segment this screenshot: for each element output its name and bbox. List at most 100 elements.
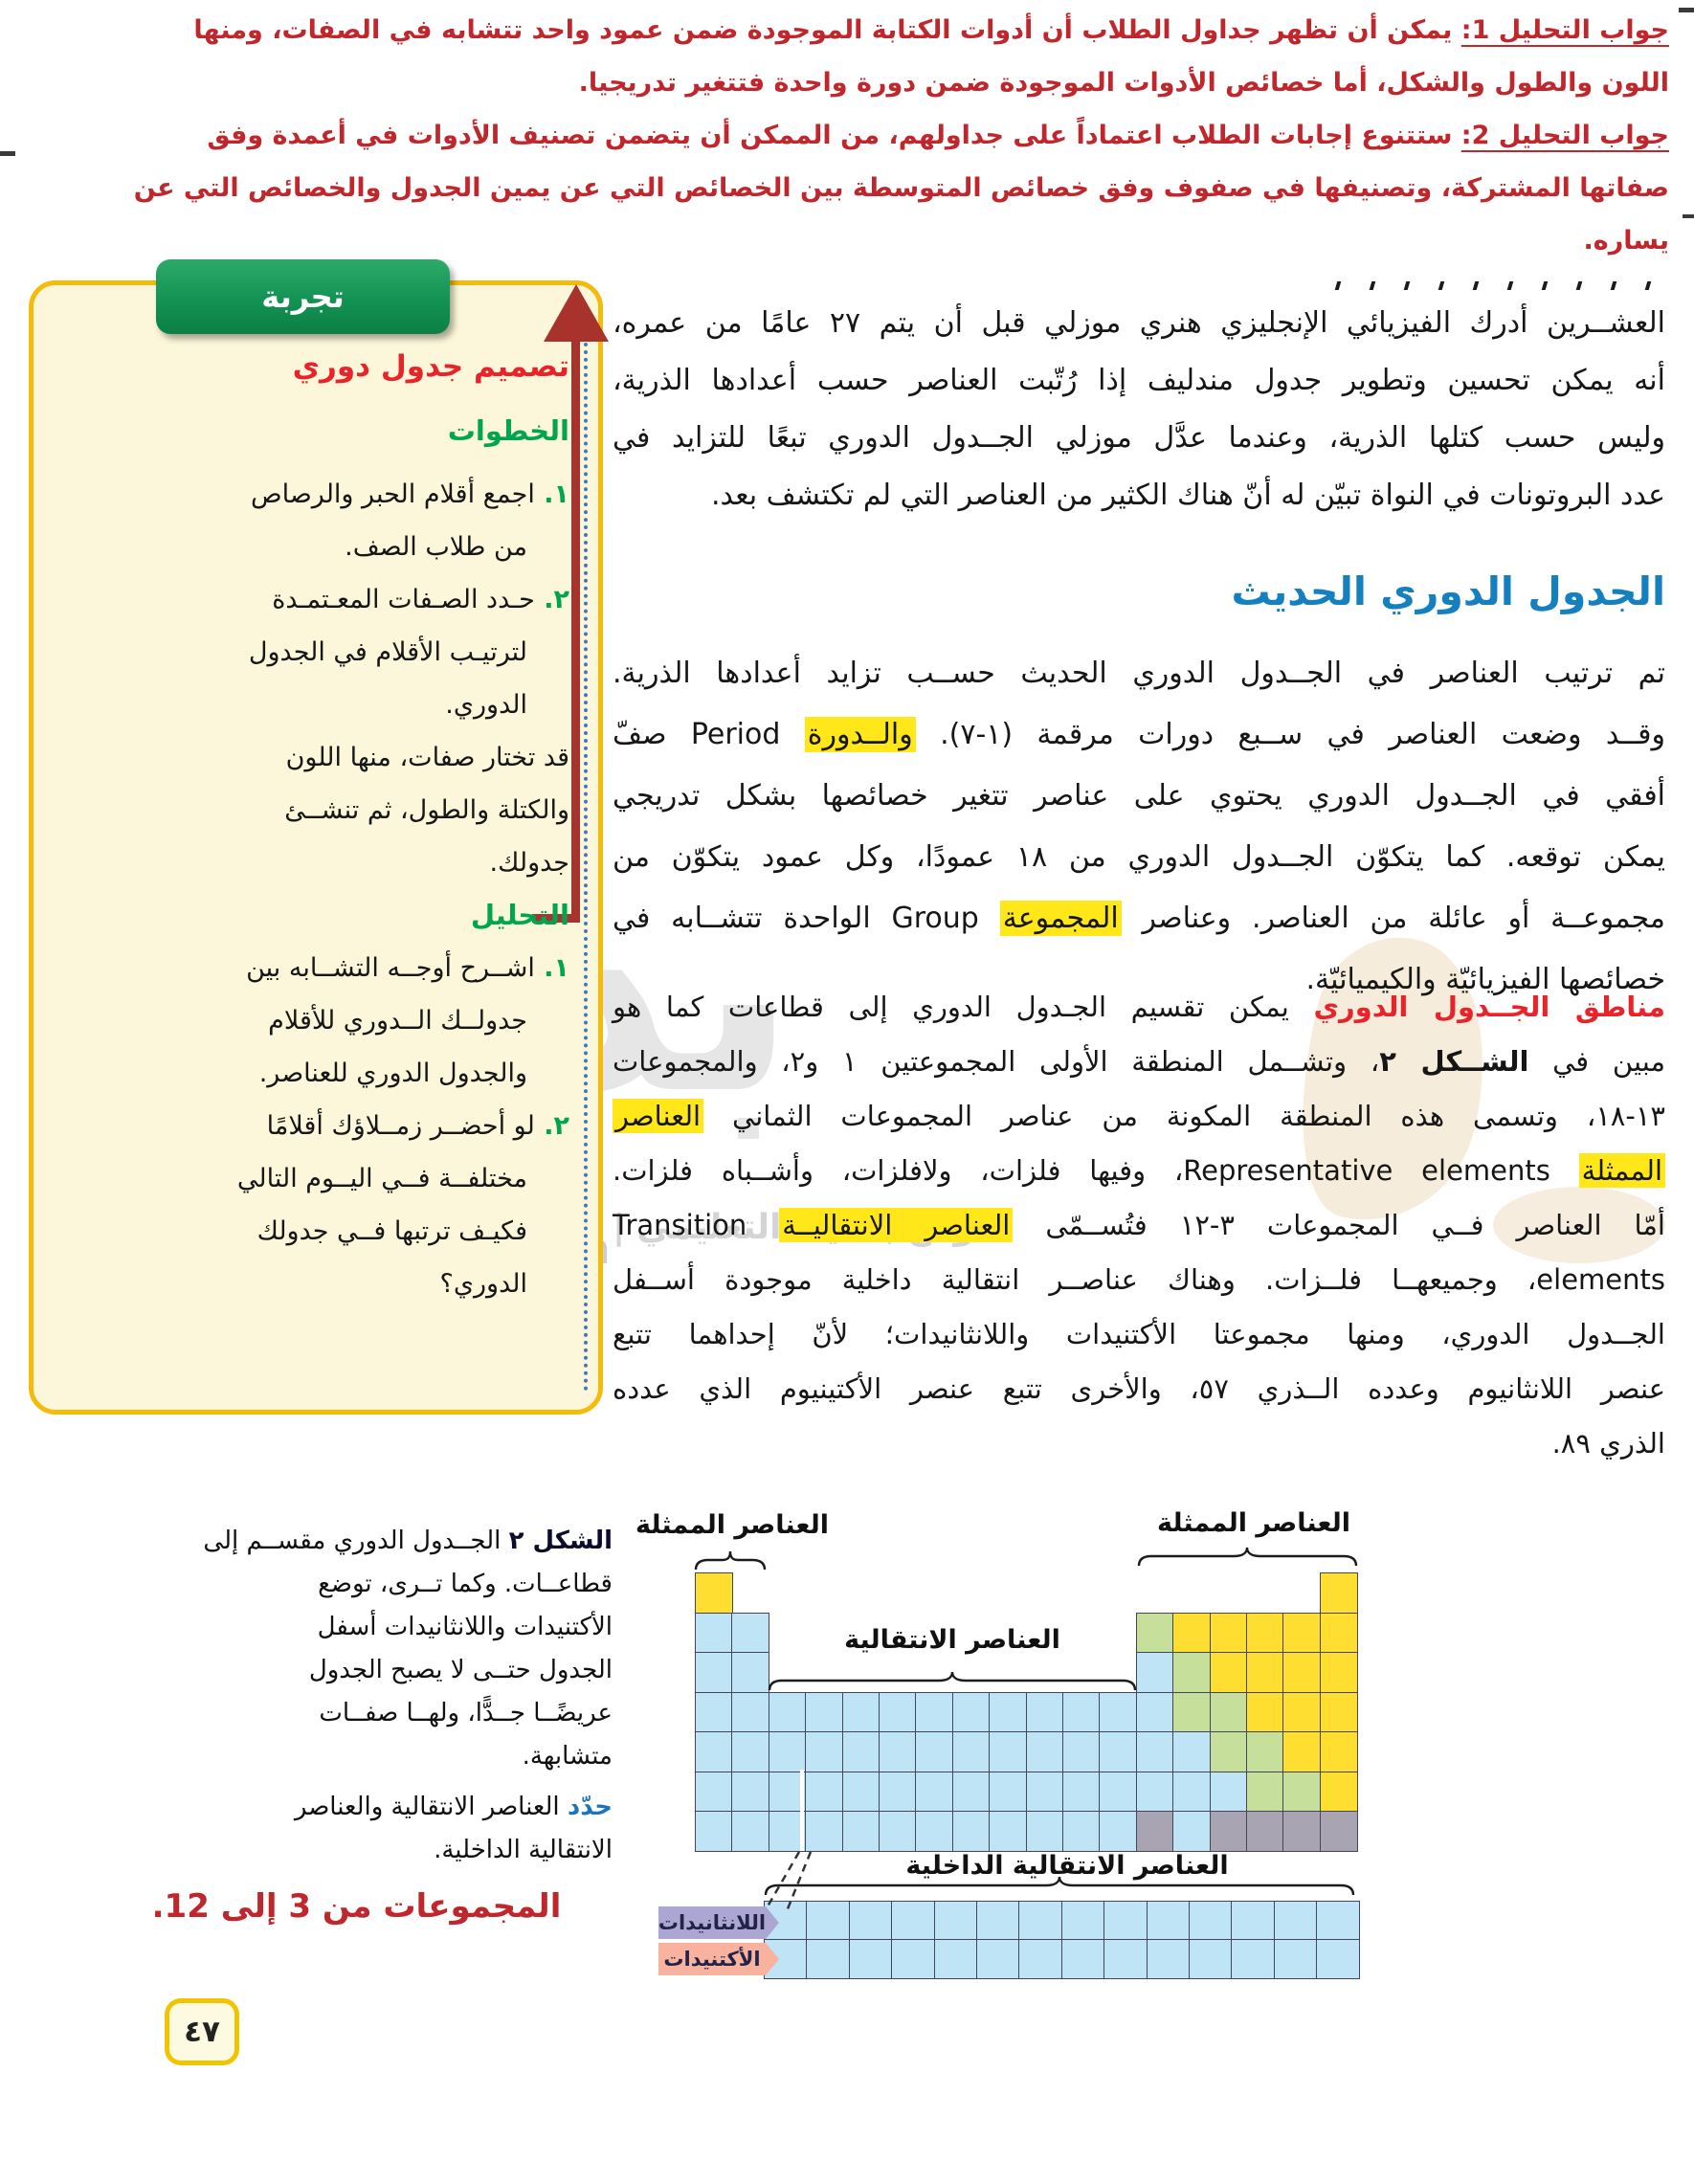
- text-line: الجــدول الدوري، ومنها مجموعتا الأكتنيدا…: [613, 1318, 1665, 1350]
- steps-heading: الخطوات: [447, 414, 569, 447]
- element-cell: [879, 1811, 917, 1853]
- element-cell: [891, 1901, 936, 1941]
- element-cell: [1099, 1731, 1138, 1773]
- text-line: يمكن توقعه. كما يتكوّن الجــدول الدوري م…: [613, 840, 1666, 874]
- lanthanides-ribbon: اللانثانيدات: [658, 1906, 779, 1939]
- figure-caption: الشكل ٢ الجــدول الدوري مقســم إلى قطاعـ…: [100, 1520, 613, 1928]
- element-cell: [1172, 1691, 1212, 1733]
- text-line: خصائصها الفيزيائيّة والكيميائيّة.: [1305, 963, 1665, 996]
- text-line: قطاعــات. وكما تــرى، توضع: [318, 1570, 613, 1598]
- text-line: الذري ٨٩.: [1551, 1427, 1665, 1460]
- text-line: مبين في الشــكل ٢، وتشــمل المنطقة الأول…: [613, 1045, 1666, 1078]
- red-arrow-icon: [544, 284, 609, 342]
- text-line: تم ترتيب العناصر في الجــدول الدوري الحد…: [613, 657, 1665, 690]
- element-cell: [768, 1731, 807, 1773]
- analysis-heading: التحليل: [470, 899, 569, 931]
- element-cell: [806, 1939, 851, 1979]
- list-item: ٢. لو أحضــر زمــلاؤك أقلامًا مختلفــة فـ…: [236, 1111, 569, 1299]
- element-cell: [848, 1939, 893, 1979]
- element-cell: [1282, 1691, 1322, 1733]
- column-divider-dotted: [584, 343, 588, 1392]
- element-cell: [731, 1652, 770, 1694]
- element-cell: [1135, 1612, 1174, 1654]
- element-cell: [951, 1811, 991, 1853]
- caption-body: قطاعــات. وكما تــرى، توضع الأكتنيدات وال…: [100, 1563, 613, 1778]
- element-cell: [841, 1731, 880, 1773]
- element-cell: [841, 1771, 880, 1813]
- element-cell: [951, 1731, 991, 1773]
- figure-label-transition: العناصر الانتقالية: [844, 1625, 1060, 1655]
- element-cell: [1062, 1731, 1101, 1773]
- element-cell: [841, 1811, 880, 1853]
- experiment-body: ١. اجمع أقلام الحبر والرصاص من طلاب الصف.…: [57, 468, 569, 1310]
- element-cell: [1231, 1939, 1276, 1979]
- text-line: العشــرين أدرك الفيزيائي الإنجليزي هنري …: [613, 306, 1665, 340]
- element-cell: [1025, 1731, 1064, 1773]
- element-cell: [805, 1691, 844, 1733]
- element-cell: [915, 1731, 954, 1773]
- experiment-box: [29, 280, 603, 1415]
- element-cell: [1189, 1901, 1233, 1941]
- element-cell: [1319, 1811, 1358, 1853]
- text-line: مناطق الجــدول الدوري يمكن تقسيم الجـدول…: [613, 991, 1665, 1023]
- caption-task: حدّد العناصر الانتقالية والعناصر: [294, 1793, 613, 1821]
- element-cell: [1209, 1811, 1248, 1853]
- figure-label-representative-right: العناصر الممثلة: [1156, 1508, 1351, 1538]
- element-cell: [731, 1811, 770, 1853]
- element-cell: [805, 1811, 844, 1853]
- steps-note: قد تختار صفات، منها اللون والكتلة والطول،…: [57, 731, 569, 889]
- text-line: الأكتنيدات واللانثانيدات أسفل: [317, 1613, 613, 1641]
- watermark-pen-shape: [1493, 1187, 1665, 1263]
- element-cell: [1060, 1939, 1105, 1979]
- element-cell: [1062, 1811, 1101, 1853]
- text-line: قد تختار صفات، منها اللون: [285, 743, 569, 772]
- element-cell: [879, 1691, 917, 1733]
- text-line: متشابهة.: [522, 1742, 613, 1771]
- element-cell: [1316, 1939, 1361, 1979]
- element-cell: [1172, 1612, 1212, 1654]
- lanthanide-gap-marker: [800, 1770, 804, 1851]
- element-cell: [933, 1939, 978, 1979]
- analysis-answer-1-line-2: اللون والطول والشكل، أما خصائص الأدوات ا…: [578, 68, 1669, 98]
- text-line: عدد البروتونات في النواة تبيّن له أنّ هن…: [710, 479, 1665, 512]
- element-cell: [695, 1731, 733, 1773]
- element-cell: [841, 1691, 880, 1733]
- crop-mark: [0, 151, 15, 156]
- element-cell: [848, 1901, 893, 1941]
- page-number-badge: ٤٧: [165, 1998, 239, 2065]
- text-line: الجدول حتــى لا يصبح الجدول: [308, 1656, 613, 1684]
- analysis-list: ١. اشــرح أوجــه التشــابه بين جدولــك ال…: [57, 942, 569, 1310]
- figure-braces: [694, 1547, 1358, 1912]
- element-cell: [1099, 1771, 1138, 1813]
- element-cell: [1062, 1771, 1101, 1813]
- element-cell: [695, 1811, 733, 1853]
- element-cell: [976, 1939, 1020, 1979]
- text-line: الممثلة Representative elements، وفيها ف…: [613, 1144, 1665, 1198]
- intro-paragraph: العشــرين أدرك الفيزيائي الإنجليزي هنري …: [613, 295, 1665, 524]
- text-line: وليس حسب كتلها الذرية، وعندما عدَّل موزل…: [613, 421, 1665, 455]
- element-cell: [695, 1652, 733, 1694]
- crop-mark: [1683, 214, 1694, 218]
- element-cell: [731, 1612, 770, 1654]
- element-cell: [1018, 1939, 1063, 1979]
- list-item: ٢. حـدد الصـفات المعـتمـدة لترتيـب الأقلا…: [248, 585, 569, 720]
- text-line: عريضًــا جــدًّا، ولهــا صفــات: [319, 1699, 613, 1727]
- element-cell: [1319, 1691, 1358, 1733]
- element-cell: [1282, 1811, 1322, 1853]
- experiment-title: تصميم جدول دوري: [292, 349, 569, 384]
- text-line: ١٣-١٨، وتسمى هذه المنطقة المكونة من عناص…: [613, 1089, 1665, 1144]
- text-line: أمّا العناصر فــي المجموعات ٣-١٢ فتُســم…: [613, 1208, 1665, 1242]
- element-cell: [1135, 1771, 1174, 1813]
- crop-mark: [1679, 8, 1694, 12]
- steps-list: ١. اجمع أقلام الحبر والرصاص من طلاب الصف.…: [57, 468, 569, 731]
- element-cell: [1316, 1901, 1361, 1941]
- caption-first-line: الشكل ٢ الجــدول الدوري مقســم إلى: [203, 1527, 613, 1555]
- caption-task-line2: الانتقالية الداخلية.: [434, 1836, 613, 1864]
- table-regions-paragraph: مناطق الجــدول الدوري يمكن تقسيم الجـدول…: [613, 980, 1665, 1471]
- red-arrow-connector: [532, 914, 580, 923]
- text-line: أنه يمكن تحسين وتطوير جدول مندليف إذا رُ…: [613, 364, 1665, 397]
- element-cell: [695, 1572, 733, 1615]
- answer-1-label: جواب التحليل 1:: [1460, 15, 1669, 45]
- list-item: ١. اشــرح أوجــه التشــابه بين جدولــك ال…: [246, 953, 569, 1088]
- element-cell: [1246, 1771, 1284, 1813]
